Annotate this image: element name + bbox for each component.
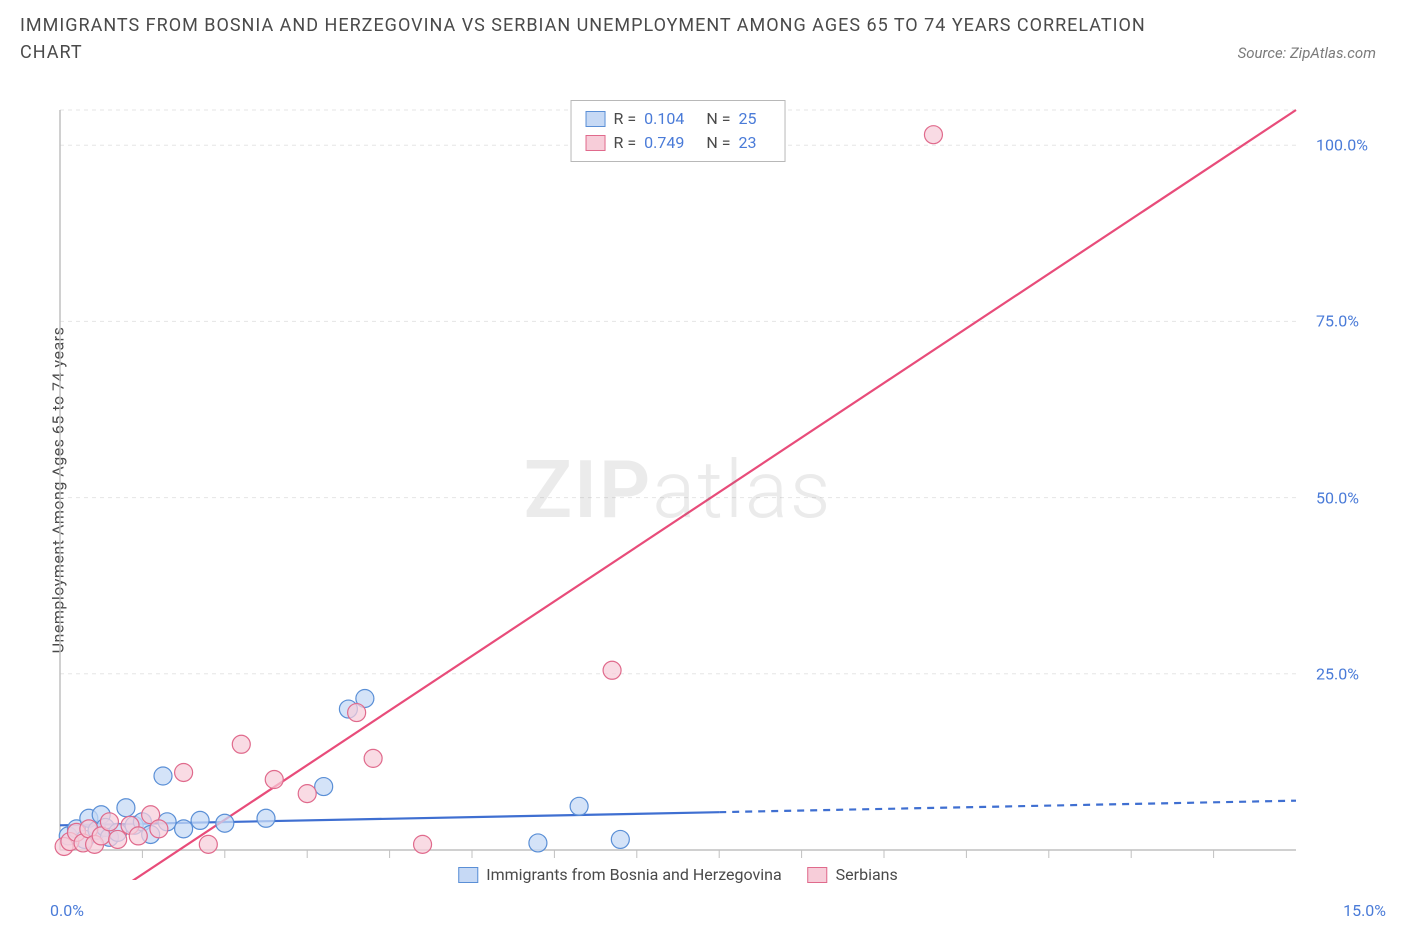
x-tick-start: 0.0% — [50, 901, 84, 920]
legend-n-value: 25 — [738, 107, 756, 131]
chart-title: IMMIGRANTS FROM BOSNIA AND HERZEGOVINA V… — [20, 12, 1166, 66]
legend-label: Serbians — [836, 865, 898, 884]
legend-item-pink: Serbians — [808, 865, 898, 884]
source-attribution: Source: ZipAtlas.com — [1238, 44, 1376, 62]
legend-r-value: 0.749 — [644, 131, 684, 155]
legend-r-label: R = — [614, 107, 637, 131]
x-tick-end: 15.0% — [1343, 901, 1386, 920]
legend-label: Immigrants from Bosnia and Herzegovina — [486, 865, 781, 884]
series-legend: Immigrants from Bosnia and Herzegovina S… — [458, 865, 898, 884]
legend-swatch-pink — [808, 867, 828, 883]
legend-item-blue: Immigrants from Bosnia and Herzegovina — [458, 865, 781, 884]
legend-n-label: N = — [706, 131, 730, 155]
legend-r-label: R = — [614, 131, 637, 155]
chart-area: Unemployment Among Ages 65 to 74 years Z… — [50, 100, 1306, 880]
correlation-legend: R = 0.104 N = 25 R = 0.749 N = 23 — [571, 100, 786, 162]
y-tick-label: 75.0% — [1316, 312, 1396, 331]
scatter-plot-svg — [50, 100, 1306, 880]
legend-row-blue: R = 0.104 N = 25 — [586, 107, 771, 131]
legend-swatch-pink — [586, 135, 606, 151]
y-tick-label: 25.0% — [1316, 664, 1396, 683]
legend-n-label: N = — [706, 107, 730, 131]
y-tick-label: 50.0% — [1316, 488, 1396, 507]
legend-row-pink: R = 0.749 N = 23 — [586, 131, 771, 155]
legend-swatch-blue — [586, 111, 606, 127]
legend-swatch-blue — [458, 867, 478, 883]
legend-r-value: 0.104 — [644, 107, 684, 131]
legend-n-value: 23 — [738, 131, 756, 155]
y-tick-label: 100.0% — [1316, 136, 1396, 155]
